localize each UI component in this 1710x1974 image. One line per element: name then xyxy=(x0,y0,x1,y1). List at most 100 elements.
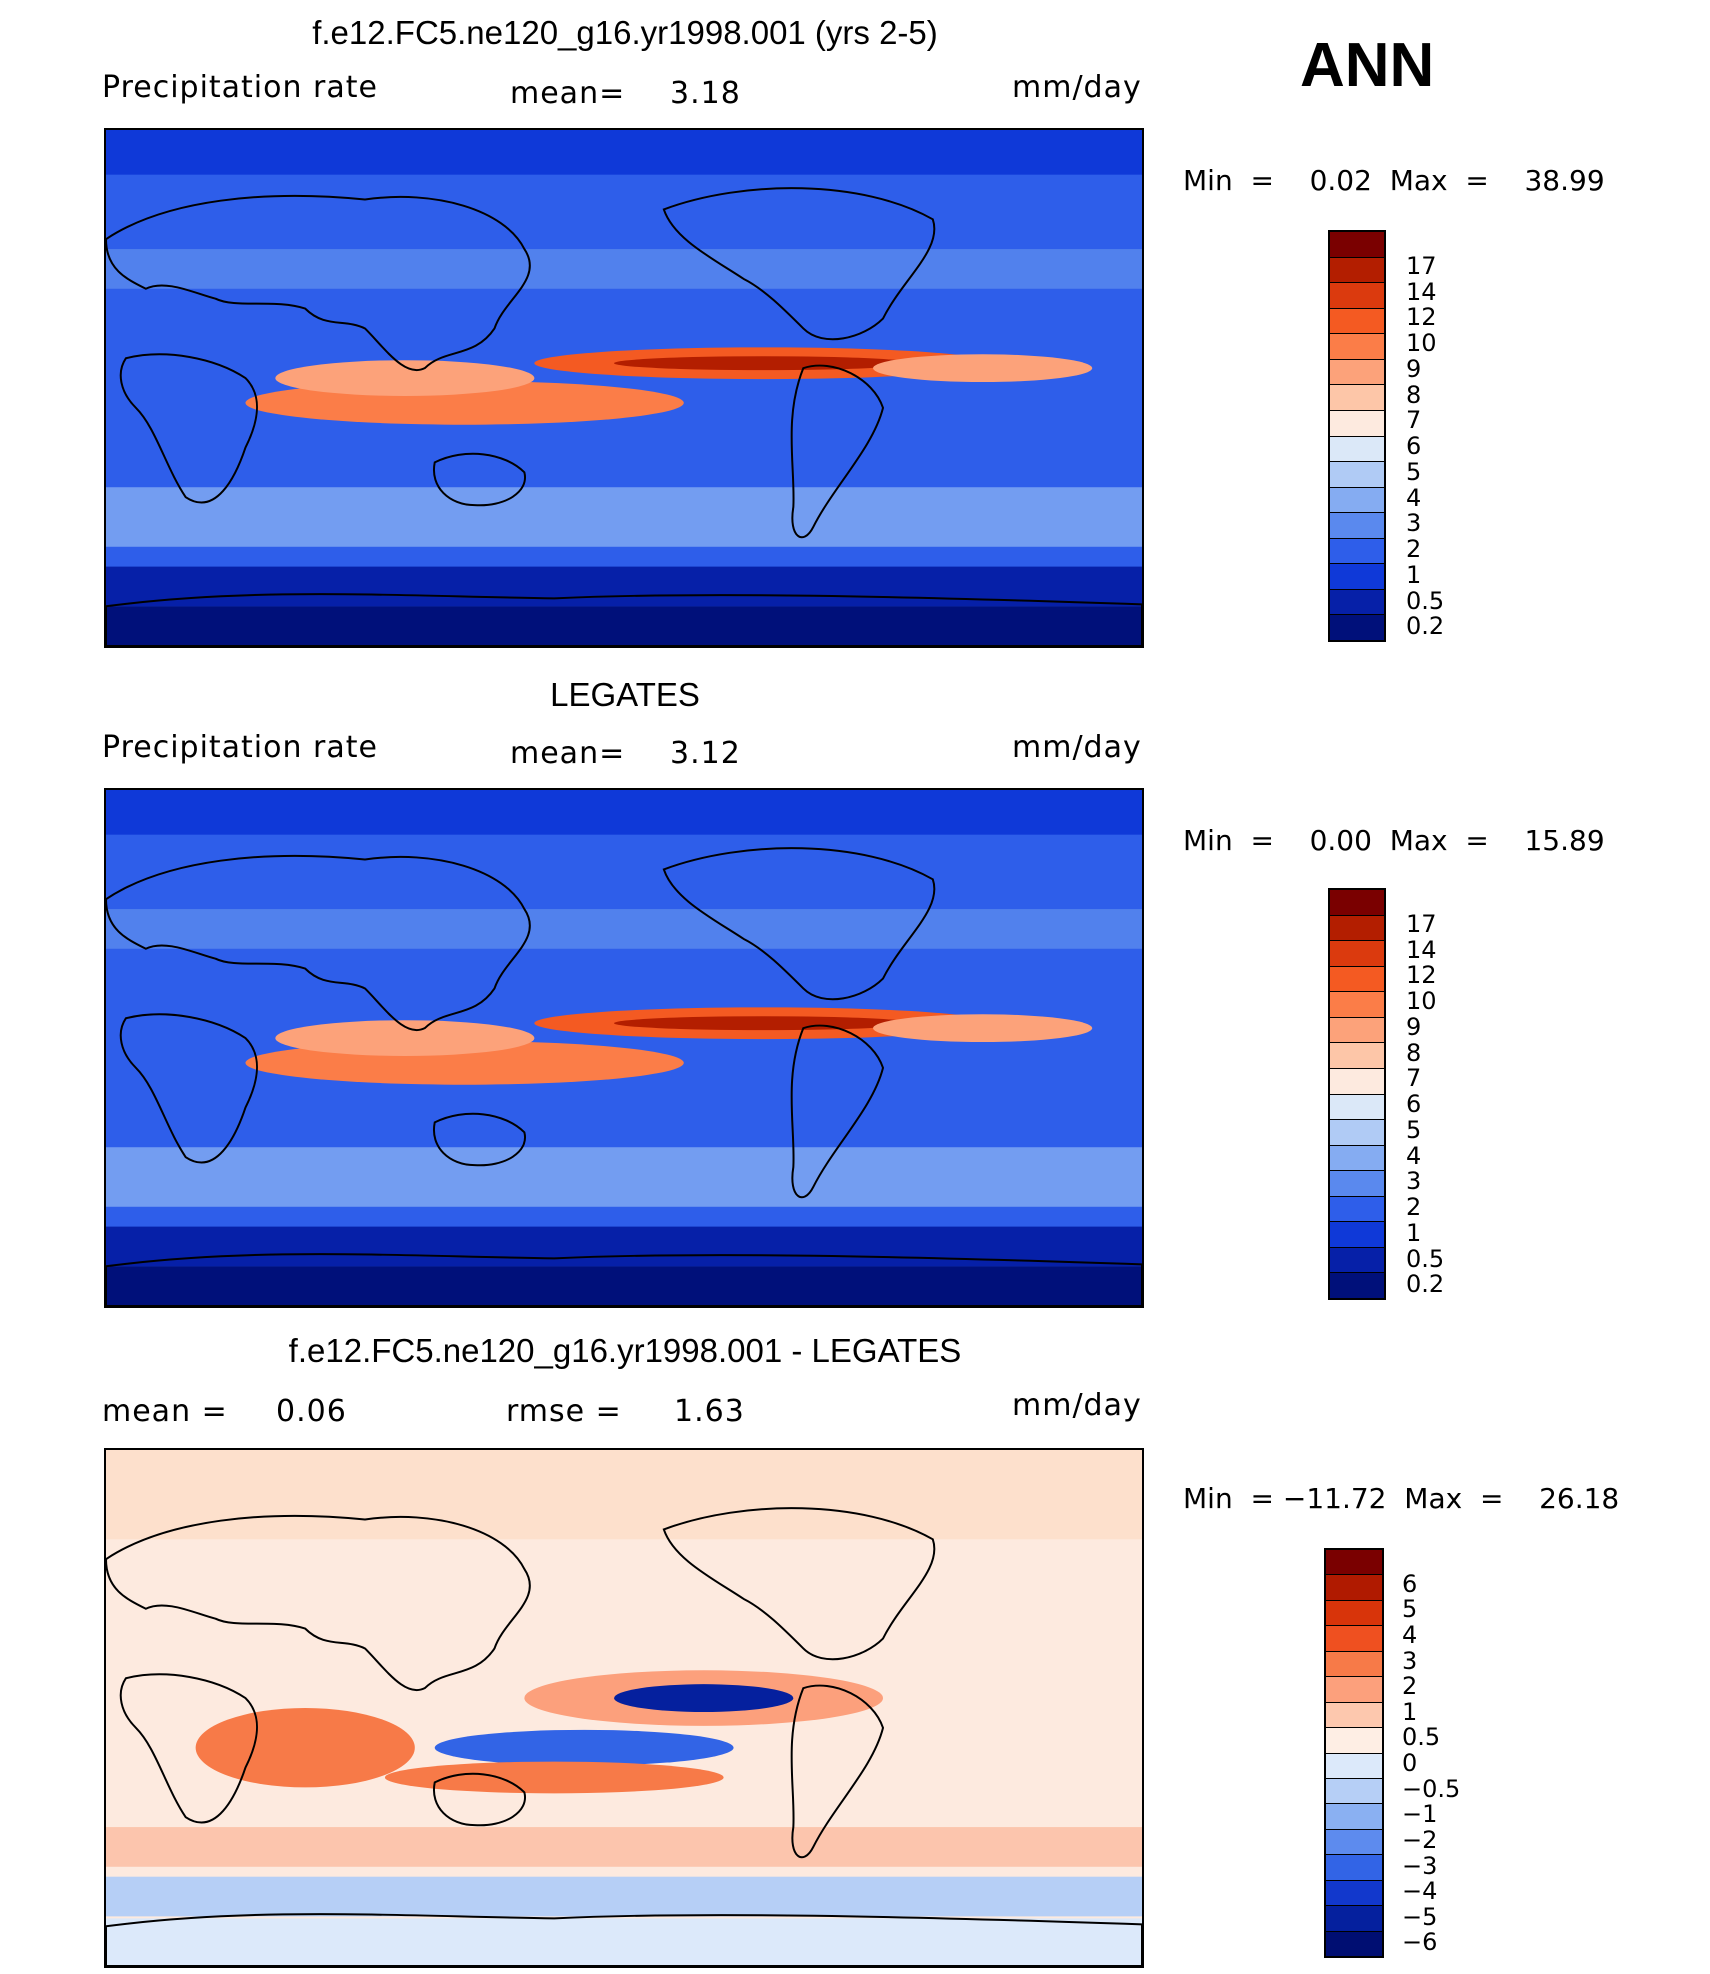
panel-3-map xyxy=(104,1448,1144,1968)
colorbar-tick-label: −6 xyxy=(1402,1928,1438,1957)
colorbar-segment xyxy=(1330,890,1384,916)
colorbar-tick-label: 1 xyxy=(1406,560,1422,589)
panel-1-map-svg xyxy=(106,130,1142,646)
colorbar-tick-label: 12 xyxy=(1406,303,1437,332)
colorbar-tick-label: 6 xyxy=(1402,1569,1418,1598)
colorbar-segment xyxy=(1330,334,1384,360)
colorbar-tick-label: 1 xyxy=(1402,1697,1418,1726)
panel-3-min-value: −11.72 xyxy=(1282,1482,1387,1515)
panel-3-minmax: Min = −11.72 Max = 26.18 xyxy=(1183,1482,1619,1515)
colorbar-tick-label: 8 xyxy=(1406,380,1422,409)
colorbar-tick-label: 10 xyxy=(1406,329,1437,357)
colorbar-tick-label: 9 xyxy=(1406,354,1422,383)
colorbar-segment xyxy=(1326,1651,1382,1678)
colorbar-tick-label: 4 xyxy=(1406,483,1422,512)
colorbar-segment xyxy=(1326,1880,1382,1907)
colorbar-tick-label: 6 xyxy=(1406,1090,1422,1118)
colorbar-tick-label: −1 xyxy=(1402,1800,1438,1829)
colorbar-tick-label: 2 xyxy=(1406,535,1422,563)
colorbar-segment xyxy=(1330,257,1384,284)
colorbar-tick-label: 14 xyxy=(1406,277,1437,306)
colorbar-tick-label: 4 xyxy=(1402,1620,1418,1649)
colorbar-segment xyxy=(1330,1171,1384,1197)
panel-3-rmse-label: rmse = xyxy=(506,1394,622,1429)
colorbar-tick-label: 14 xyxy=(1406,935,1437,964)
colorbar-tick-label: 3 xyxy=(1406,509,1422,538)
panel-2-minmax: Min = 0.00 Max = 15.89 xyxy=(1183,824,1605,857)
panel-3-rmse-value: 1.63 xyxy=(674,1394,745,1429)
colorbar-segment xyxy=(1330,436,1384,463)
colorbar-tick-label: 6 xyxy=(1406,432,1422,460)
panel-1-max-label: Max = xyxy=(1389,164,1489,197)
colorbar-segment xyxy=(1330,1068,1384,1095)
panel-2-min-label: Min = xyxy=(1183,824,1274,857)
panel-1-mean-label: mean= xyxy=(510,76,626,111)
panel-3-map-svg xyxy=(106,1450,1142,1966)
panel-2-mean-label: mean= xyxy=(510,736,626,771)
colorbar-tick-label: −0.5 xyxy=(1402,1774,1461,1803)
panel-1-map xyxy=(104,128,1144,648)
colorbar-segment xyxy=(1326,1804,1382,1830)
colorbar-tick-label: 2 xyxy=(1406,1193,1422,1221)
colorbar-tick-label: 1 xyxy=(1406,1218,1422,1247)
panel-2-variable-label: Precipitation rate xyxy=(102,730,378,765)
colorbar-segment xyxy=(1330,1043,1384,1069)
panel-2-min-value: 0.00 xyxy=(1309,824,1372,857)
colorbar-segment xyxy=(1330,589,1384,616)
colorbar-segment xyxy=(1330,1094,1384,1121)
colorbar-segment xyxy=(1330,1273,1384,1298)
panel-2-map-svg xyxy=(106,790,1142,1306)
colorbar-segment xyxy=(1330,1145,1384,1172)
colorbar-tick-label: 12 xyxy=(1406,961,1437,990)
colorbar-segment xyxy=(1326,1626,1382,1652)
colorbar-segment xyxy=(1330,487,1384,514)
panel-2-map xyxy=(104,788,1144,1308)
colorbar-segment xyxy=(1326,1550,1382,1576)
panel-2-units: mm/day xyxy=(1012,730,1142,765)
colorbar-segment xyxy=(1330,308,1384,335)
colorbar-tick-label: 7 xyxy=(1406,1064,1422,1093)
colorbar-tick-label: 0 xyxy=(1402,1749,1418,1777)
colorbar-segment xyxy=(1330,941,1384,967)
panel-1-min-value: 0.02 xyxy=(1309,164,1372,197)
colorbar-segment xyxy=(1330,513,1384,539)
panel-3-colorbar xyxy=(1324,1548,1384,1958)
colorbar-segment xyxy=(1330,385,1384,411)
colorbar-segment xyxy=(1330,462,1384,488)
colorbar-segment xyxy=(1326,1753,1382,1779)
panel-1-title: f.e12.FC5.ne120_g16.yr1998.001 (yrs 2-5) xyxy=(312,14,938,51)
colorbar-segment xyxy=(1326,1829,1382,1856)
colorbar-segment xyxy=(1330,232,1384,258)
colorbar-segment xyxy=(1330,1017,1384,1044)
panel-1-min-label: Min = xyxy=(1183,164,1274,197)
colorbar-tick-label: 7 xyxy=(1406,406,1422,435)
panel-2-title: LEGATES xyxy=(550,676,700,713)
colorbar-tick-label: 3 xyxy=(1402,1646,1418,1675)
panel-2-max-label: Max = xyxy=(1389,824,1489,857)
colorbar-segment xyxy=(1330,1247,1384,1274)
colorbar-tick-label: 17 xyxy=(1406,909,1437,938)
colorbar-segment xyxy=(1326,1931,1382,1956)
colorbar-tick-label: 0.5 xyxy=(1406,1244,1445,1273)
colorbar-tick-label: 0.5 xyxy=(1406,586,1445,615)
colorbar-segment xyxy=(1326,1575,1382,1601)
colorbar-segment xyxy=(1326,1906,1382,1932)
colorbar-segment xyxy=(1330,1120,1384,1146)
colorbar-segment xyxy=(1330,1222,1384,1248)
colorbar-tick-label: 5 xyxy=(1406,1115,1422,1144)
colorbar-tick-label: 8 xyxy=(1406,1038,1422,1067)
colorbar-segment xyxy=(1326,1728,1382,1754)
colorbar-segment xyxy=(1326,1778,1382,1805)
panel-2-mean-value: 3.12 xyxy=(670,736,741,771)
colorbar-tick-label: 2 xyxy=(1402,1672,1418,1701)
colorbar-segment xyxy=(1326,1677,1382,1703)
colorbar-tick-label: 0.2 xyxy=(1406,1270,1445,1299)
colorbar-tick-label: −2 xyxy=(1402,1825,1438,1854)
panel-3-max-value: 26.18 xyxy=(1539,1482,1620,1515)
colorbar-tick-label: 9 xyxy=(1406,1012,1422,1041)
colorbar-segment xyxy=(1330,359,1384,386)
panel-2-max-value: 15.89 xyxy=(1524,824,1605,857)
colorbar-tick-label: 0.2 xyxy=(1406,612,1445,641)
panel-3-min-label: Min = xyxy=(1183,1482,1274,1515)
season-label: ANN xyxy=(1300,31,1435,100)
